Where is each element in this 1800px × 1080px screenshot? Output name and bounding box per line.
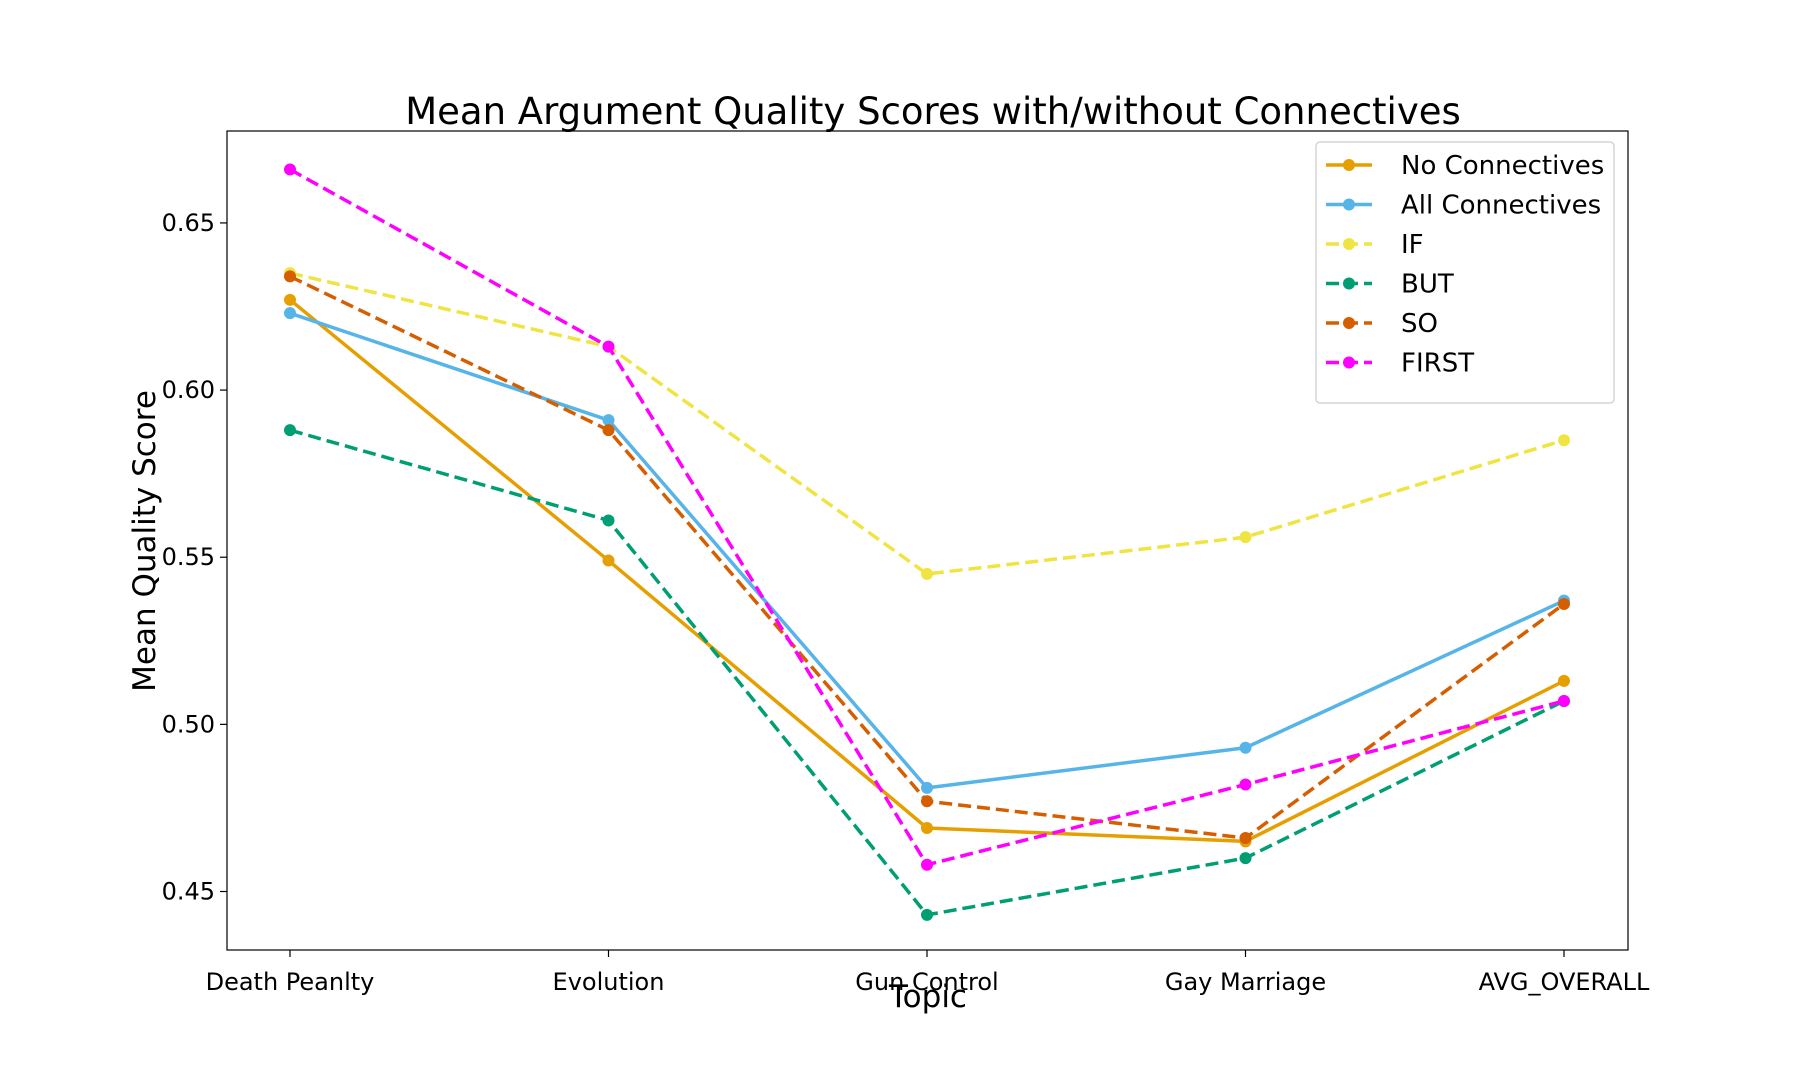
y-tick-label: 0.55 — [162, 543, 215, 571]
y-tick-label: 0.45 — [162, 878, 215, 906]
y-tick-label: 0.65 — [162, 209, 215, 237]
x-tick-label: AVG_OVERALL — [1479, 968, 1650, 996]
data-point — [602, 554, 615, 567]
legend-entry: All Connectives — [1326, 191, 1601, 221]
data-point — [921, 821, 933, 834]
x-tick-label: Gay Marriage — [1165, 968, 1326, 996]
data-point — [1239, 832, 1252, 845]
y-axis-label: Mean Quality Score — [127, 390, 163, 692]
legend-marker — [1343, 238, 1355, 250]
data-point — [602, 414, 615, 427]
series-so — [284, 270, 1570, 845]
data-point — [921, 567, 933, 580]
series-but — [284, 424, 1570, 921]
legend-label: BUT — [1401, 270, 1454, 300]
data-point — [602, 340, 615, 353]
data-point — [1558, 694, 1570, 707]
legend-marker — [1343, 198, 1355, 211]
data-point — [284, 424, 296, 437]
data-point — [284, 163, 296, 176]
x-axis-label: Topic — [888, 979, 967, 1015]
series-no-connectives — [284, 293, 1570, 848]
legend-entry: IF — [1326, 230, 1424, 260]
data-point — [1558, 598, 1570, 611]
x-tick-label: Evolution — [553, 968, 665, 996]
x-tick-label: Gun Control — [855, 968, 998, 996]
y-tick-label: 0.60 — [162, 376, 215, 404]
plot-frame — [226, 130, 1629, 951]
data-point — [921, 908, 933, 921]
x-axis-ticks: Death Peanlty Evolution Gun Control Gay Mar… — [206, 950, 1650, 996]
legend-entry: FIRST — [1326, 349, 1474, 379]
data-point — [602, 514, 615, 527]
data-point — [1239, 778, 1252, 791]
series-line — [289, 271, 1565, 576]
legend-label: IF — [1401, 230, 1424, 260]
series-line — [289, 428, 1565, 917]
legend-label: No Connectives — [1401, 151, 1604, 181]
series-layer — [284, 163, 1570, 921]
y-tick-label: 0.50 — [162, 710, 215, 738]
data-point — [602, 424, 615, 437]
data-point — [1558, 434, 1570, 447]
data-point — [284, 270, 296, 283]
legend-marker — [1343, 356, 1355, 369]
y-axis-ticks: 0.45 0.50 0.55 0.60 0.65 — [162, 209, 227, 906]
data-point — [1239, 531, 1252, 544]
x-tick-label: Death Peanlty — [206, 968, 375, 996]
legend-marker — [1343, 317, 1355, 329]
legend: No Connectives All Connectives IF BUT SO FIRS… — [1315, 141, 1615, 404]
data-point — [1558, 674, 1570, 687]
chart-title: Mean Argument Quality Scores with/withou… — [405, 90, 1461, 133]
legend-entry: SO — [1326, 309, 1438, 339]
series-all-connectives — [284, 307, 1570, 794]
data-point — [284, 307, 296, 320]
data-point — [1239, 741, 1252, 754]
data-point — [1239, 852, 1252, 865]
legend-entry: BUT — [1326, 270, 1454, 300]
legend-marker — [1343, 277, 1355, 290]
series-first — [284, 163, 1570, 871]
legend-label: SO — [1401, 309, 1438, 339]
data-point — [921, 858, 933, 871]
legend-label: All Connectives — [1401, 191, 1601, 221]
data-point — [284, 293, 296, 306]
legend-marker — [1343, 159, 1355, 171]
data-point — [921, 795, 933, 808]
legend-label: FIRST — [1401, 349, 1474, 379]
legend-box — [1315, 141, 1615, 404]
legend-entry: No Connectives — [1326, 151, 1604, 181]
data-point — [921, 781, 933, 794]
